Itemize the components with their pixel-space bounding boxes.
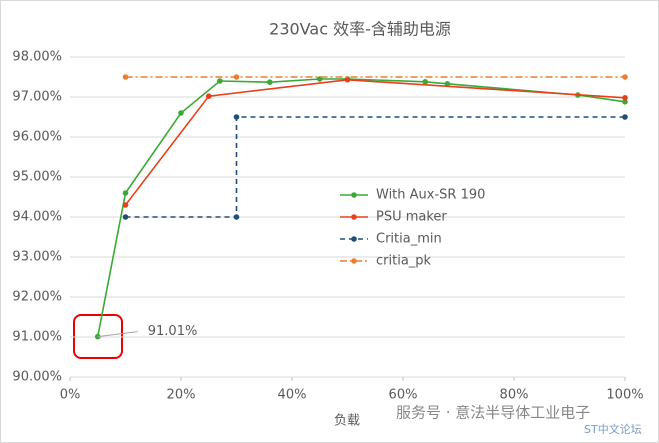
chart-title: 230Vac 效率-含辅助电源 [269, 20, 451, 39]
data-point [233, 74, 240, 80]
data-point [344, 77, 351, 83]
x-tick-label: 40% [278, 388, 307, 403]
source-mark: ST中文论坛 [584, 422, 642, 436]
y-tick-label: 96.00% [12, 130, 62, 145]
legend-label: With Aux-SR 190 [376, 188, 485, 203]
y-tick-label: 97.00% [12, 90, 62, 105]
y-tick-label: 93.00% [12, 250, 62, 265]
data-point [217, 78, 223, 84]
series-line [124, 78, 626, 206]
watermark: 服务号 · 意法半导体工业电子 [396, 404, 590, 422]
x-tick-label: 60% [389, 388, 418, 403]
data-point [122, 74, 129, 80]
x-tick-label: 20% [167, 388, 196, 403]
x-tick-label: 100% [606, 388, 643, 403]
series-line [125, 116, 625, 218]
data-point [444, 81, 451, 87]
data-point [622, 99, 628, 105]
y-tick-label: 90.00% [12, 370, 62, 385]
data-point [205, 93, 212, 99]
legend-marker [351, 214, 357, 220]
data-point [622, 74, 628, 80]
y-tick-label: 91.00% [12, 330, 62, 345]
x-tick-label: 0% [60, 388, 81, 403]
x-axis-label: 负载 [334, 414, 360, 429]
x-tick-label: 80% [500, 388, 529, 403]
data-point [267, 79, 273, 85]
data-point [122, 214, 129, 220]
data-point [122, 190, 129, 196]
data-point [622, 95, 628, 101]
label-leader [97, 331, 138, 338]
data-point [122, 202, 129, 208]
legend-label: critia_pk [376, 254, 432, 269]
y-tick-label: 95.00% [12, 170, 62, 185]
data-point [622, 114, 628, 120]
y-tick-label: 98.00% [12, 50, 62, 65]
data-point [233, 214, 240, 220]
legend-marker [351, 258, 357, 264]
data-label: 91.01% [148, 324, 198, 339]
y-tick-label: 94.00% [12, 210, 62, 225]
legend-label: Critia_min [376, 232, 442, 247]
data-point [178, 110, 184, 116]
legend-label: PSU maker [376, 210, 447, 225]
data-point [233, 114, 240, 120]
y-tick-label: 92.00% [12, 290, 62, 305]
data-point [422, 79, 429, 85]
legend-marker [351, 236, 357, 242]
legend-marker [351, 192, 357, 198]
data-point [94, 333, 101, 340]
